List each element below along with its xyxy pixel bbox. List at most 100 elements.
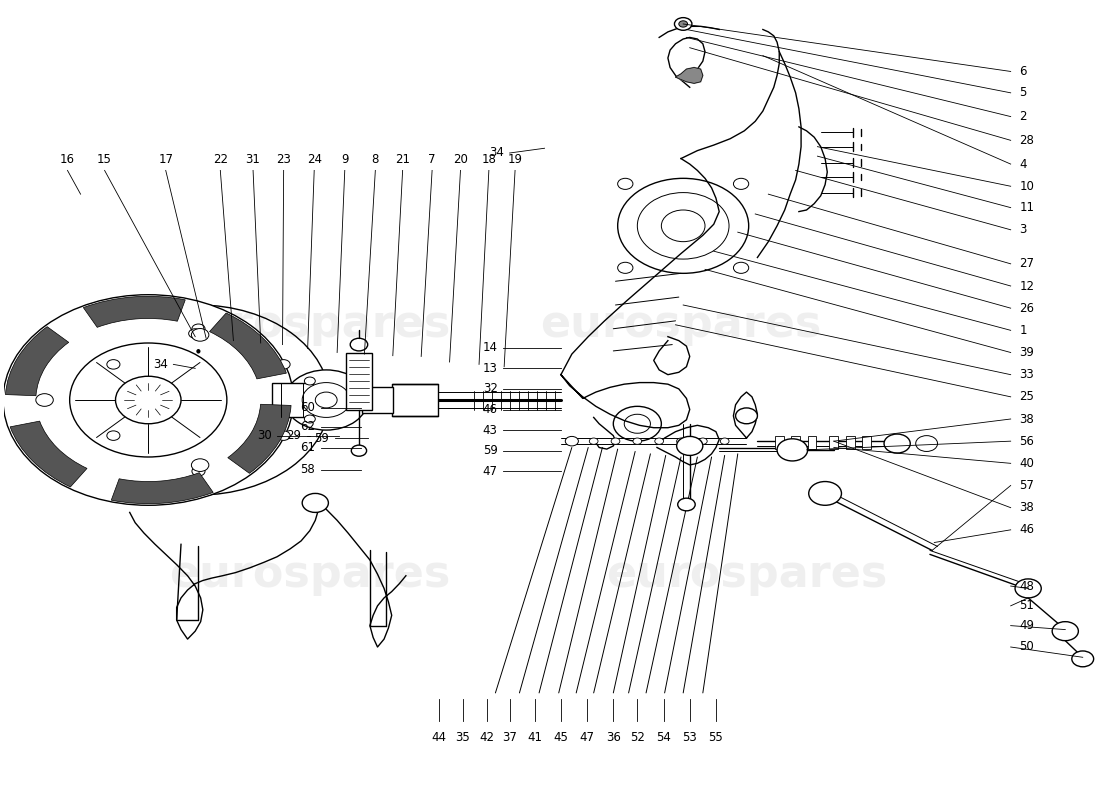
Circle shape [676, 437, 703, 455]
Text: 35: 35 [455, 731, 470, 744]
Text: eurospares: eurospares [606, 553, 888, 596]
Wedge shape [84, 296, 185, 327]
Text: 32: 32 [483, 382, 497, 395]
Circle shape [698, 438, 707, 444]
Bar [774, 437, 783, 449]
Wedge shape [10, 421, 87, 487]
Text: 58: 58 [300, 463, 316, 476]
Circle shape [285, 370, 367, 430]
Text: 4: 4 [1020, 158, 1027, 170]
Circle shape [565, 437, 579, 446]
Circle shape [36, 394, 53, 406]
Bar [392, 384, 438, 416]
Text: 55: 55 [708, 731, 724, 744]
Text: 18: 18 [482, 154, 496, 166]
Text: eurospares: eurospares [169, 553, 451, 596]
Text: 40: 40 [1020, 457, 1034, 470]
Text: 25: 25 [1020, 390, 1034, 403]
Text: 29: 29 [286, 429, 301, 442]
Circle shape [1015, 579, 1042, 598]
Text: 2: 2 [1020, 110, 1027, 123]
Text: ●: ● [196, 349, 201, 354]
Bar [272, 382, 313, 418]
Circle shape [116, 376, 182, 424]
Circle shape [590, 438, 598, 444]
Text: 44: 44 [431, 731, 447, 744]
Text: 10: 10 [1020, 180, 1034, 193]
Circle shape [632, 438, 641, 444]
Text: 3: 3 [1020, 223, 1026, 236]
Circle shape [277, 360, 290, 369]
Circle shape [189, 329, 201, 338]
Text: 47: 47 [483, 465, 497, 478]
Circle shape [612, 438, 620, 444]
Text: 38: 38 [1020, 501, 1034, 514]
Text: 45: 45 [553, 731, 569, 744]
Text: 57: 57 [1020, 479, 1034, 492]
Text: 31: 31 [245, 154, 261, 166]
Text: 17: 17 [158, 154, 173, 166]
Circle shape [302, 494, 329, 513]
Bar [829, 437, 838, 449]
Circle shape [3, 294, 294, 506]
Text: 53: 53 [682, 731, 697, 744]
Text: 19: 19 [507, 154, 522, 166]
Circle shape [679, 21, 688, 27]
Text: 27: 27 [1020, 258, 1034, 270]
Circle shape [305, 415, 316, 423]
Wedge shape [209, 313, 286, 379]
Text: 23: 23 [276, 154, 292, 166]
Circle shape [1071, 651, 1093, 666]
Text: 6: 6 [1020, 65, 1027, 78]
Text: 11: 11 [1020, 201, 1034, 214]
Text: 16: 16 [60, 154, 75, 166]
Text: 30: 30 [257, 429, 272, 442]
Text: 50: 50 [1020, 641, 1034, 654]
Circle shape [734, 262, 749, 274]
Text: 46: 46 [1020, 523, 1034, 536]
Circle shape [661, 210, 705, 242]
Bar [862, 437, 871, 449]
Text: 12: 12 [1020, 279, 1034, 293]
Text: 51: 51 [1020, 599, 1034, 612]
Bar [791, 437, 800, 449]
Text: 36: 36 [606, 731, 620, 744]
Bar [345, 353, 372, 410]
Text: 38: 38 [1020, 413, 1034, 426]
Text: 54: 54 [656, 731, 671, 744]
Text: 7: 7 [428, 154, 436, 166]
Text: 41: 41 [527, 731, 542, 744]
Wedge shape [6, 326, 69, 396]
Text: 61: 61 [300, 441, 316, 454]
Circle shape [654, 438, 663, 444]
Circle shape [302, 382, 350, 418]
Text: 48: 48 [1020, 579, 1034, 593]
Polygon shape [675, 67, 703, 83]
Circle shape [191, 329, 209, 342]
Circle shape [350, 338, 367, 351]
Circle shape [617, 178, 632, 190]
Text: 56: 56 [1020, 434, 1034, 448]
Text: 52: 52 [630, 731, 645, 744]
Text: 21: 21 [395, 154, 410, 166]
Text: 62: 62 [300, 421, 316, 434]
Text: 42: 42 [480, 731, 494, 744]
Text: 34: 34 [153, 358, 168, 371]
Circle shape [107, 360, 120, 369]
Text: 60: 60 [300, 402, 316, 414]
Circle shape [107, 431, 120, 440]
Circle shape [277, 431, 290, 440]
Text: 39: 39 [1020, 346, 1034, 359]
Text: 14: 14 [483, 342, 497, 354]
Text: eurospares: eurospares [540, 303, 822, 346]
Text: 59: 59 [315, 431, 330, 445]
Text: 15: 15 [97, 154, 112, 166]
Circle shape [316, 392, 337, 408]
Text: 22: 22 [212, 154, 228, 166]
Circle shape [1053, 622, 1078, 641]
Circle shape [678, 498, 695, 511]
Bar [807, 437, 816, 449]
Wedge shape [228, 404, 292, 474]
Text: 20: 20 [453, 154, 468, 166]
Text: 34: 34 [490, 146, 504, 159]
